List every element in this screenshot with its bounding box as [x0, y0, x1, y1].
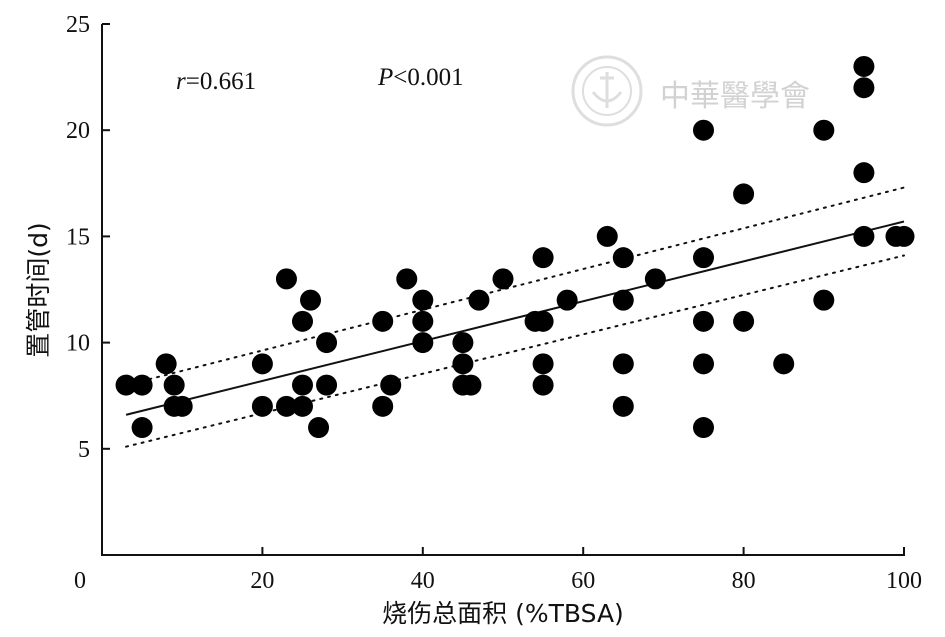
data-point — [693, 353, 714, 375]
data-point — [131, 417, 153, 439]
data-point — [380, 374, 402, 396]
data-point — [468, 289, 490, 311]
data-point — [292, 395, 313, 417]
data-point — [316, 332, 338, 354]
data-point — [532, 247, 554, 269]
y-tick-label: 5 — [78, 437, 90, 463]
r-annotation: r=0.661 — [176, 68, 256, 95]
watermark: 中華醫學會 — [571, 55, 810, 127]
data-point — [452, 332, 474, 354]
data-point — [300, 289, 322, 311]
data-point — [460, 374, 482, 396]
data-point — [644, 268, 666, 290]
y-tick-label: 20 — [66, 118, 90, 144]
data-point — [596, 225, 618, 247]
data-point — [693, 247, 714, 269]
data-point — [853, 162, 875, 184]
y-tick-label: 25 — [66, 12, 90, 38]
data-point — [773, 353, 795, 375]
y-tick-label: 15 — [66, 224, 90, 250]
x-tick-label: 40 — [411, 568, 435, 594]
data-point — [372, 395, 394, 417]
x-tick-label: 0 — [74, 568, 86, 594]
data-point — [155, 353, 177, 375]
data-point — [532, 353, 554, 375]
data-point — [412, 289, 434, 311]
society-seal-icon — [571, 55, 643, 127]
data-point — [412, 332, 434, 354]
data-point — [612, 247, 634, 269]
x-axis-title: 烧伤总面积 (%TBSA) — [382, 599, 624, 628]
data-point — [612, 353, 634, 375]
data-point — [693, 417, 714, 439]
y-tick-label: 10 — [66, 331, 90, 357]
data-point — [316, 374, 338, 396]
ci-upper-line — [125, 186, 905, 387]
data-point — [612, 395, 634, 417]
data-point — [813, 119, 835, 141]
data-point — [163, 374, 185, 396]
data-point — [275, 268, 297, 290]
data-point — [733, 310, 755, 332]
watermark-text: 中華醫學會 — [660, 79, 810, 114]
data-point — [396, 268, 418, 290]
x-tick-label: 100 — [886, 568, 922, 594]
regression-line — [125, 220, 905, 416]
data-point — [813, 289, 835, 311]
data-point — [171, 395, 193, 417]
p-annotation: P<0.001 — [377, 64, 464, 91]
x-tick-label: 60 — [571, 568, 595, 594]
data-point — [492, 268, 514, 290]
data-point — [131, 374, 153, 396]
p-symbol: P — [377, 64, 393, 91]
x-axis-ticks: 0 20 40 60 80 100 — [74, 547, 922, 594]
data-point — [853, 55, 875, 77]
axes — [101, 24, 905, 556]
data-point — [733, 183, 755, 205]
data-point — [115, 374, 137, 396]
data-point — [693, 310, 714, 332]
data-point — [612, 289, 634, 311]
data-point — [251, 353, 273, 375]
p-value: <0.001 — [393, 64, 463, 91]
data-point — [532, 310, 554, 332]
data-point — [532, 374, 554, 396]
data-point — [308, 417, 330, 439]
data-point — [853, 77, 875, 99]
data-point — [452, 353, 474, 375]
data-point — [893, 225, 915, 247]
ci-lower-line — [125, 254, 905, 448]
y-axis-title: 置管时间(d) — [24, 222, 53, 357]
r-symbol: r — [176, 68, 186, 95]
r-value: =0.661 — [186, 68, 256, 95]
data-point — [693, 119, 714, 141]
y-axis-ticks: 5 10 15 20 25 — [66, 12, 110, 463]
data-point — [372, 310, 394, 332]
data-point — [853, 225, 875, 247]
x-tick-label: 80 — [732, 568, 756, 594]
x-tick-label: 20 — [250, 568, 274, 594]
data-points — [115, 55, 915, 439]
data-point — [275, 395, 297, 417]
data-point — [412, 310, 434, 332]
fit-lines — [125, 186, 905, 448]
data-point — [292, 374, 313, 396]
data-point — [292, 310, 313, 332]
data-point — [556, 289, 578, 311]
data-point — [251, 395, 273, 417]
